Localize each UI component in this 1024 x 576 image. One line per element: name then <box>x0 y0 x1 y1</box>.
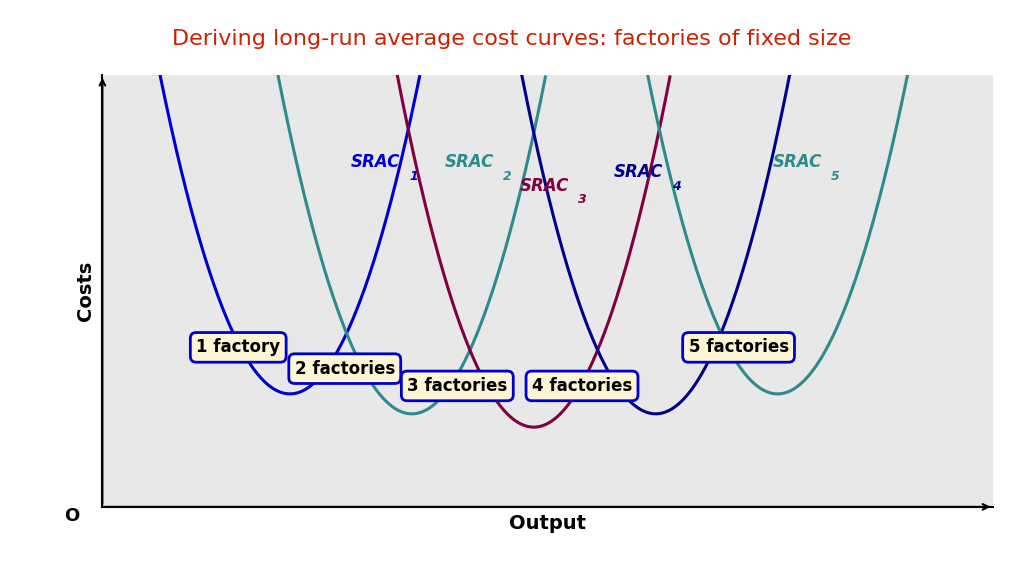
Text: Deriving long-run average cost curves: factories of fixed size: Deriving long-run average cost curves: f… <box>172 29 852 49</box>
Text: 3: 3 <box>578 194 587 206</box>
Text: 1: 1 <box>409 170 418 183</box>
Text: 3 factories: 3 factories <box>408 377 508 395</box>
Text: O: O <box>63 507 79 525</box>
Text: 4: 4 <box>672 180 680 193</box>
Text: 5 factories: 5 factories <box>688 338 788 357</box>
Text: 1 factory: 1 factory <box>197 338 281 357</box>
Text: 2 factories: 2 factories <box>295 359 395 378</box>
Text: SRAC: SRAC <box>613 163 663 181</box>
X-axis label: Output: Output <box>509 514 587 533</box>
Text: SRAC: SRAC <box>773 153 822 171</box>
Text: 2: 2 <box>503 170 512 183</box>
Text: SRAC: SRAC <box>520 176 569 195</box>
Text: SRAC: SRAC <box>351 153 400 171</box>
Y-axis label: Costs: Costs <box>77 261 95 321</box>
Text: SRAC: SRAC <box>444 153 494 171</box>
Text: 5: 5 <box>831 170 840 183</box>
Text: 4 factories: 4 factories <box>531 377 632 395</box>
